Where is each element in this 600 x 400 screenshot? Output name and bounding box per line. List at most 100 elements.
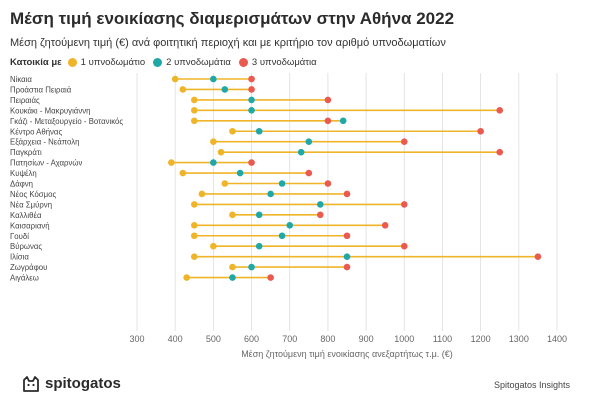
data-point-3 bbox=[267, 274, 274, 281]
data-point-3 bbox=[248, 75, 255, 83]
x-tick-label: 500 bbox=[206, 334, 221, 344]
data-point-2 bbox=[305, 138, 313, 145]
data-point-2 bbox=[255, 211, 263, 219]
data-point-2 bbox=[248, 96, 255, 104]
data-point-3 bbox=[305, 169, 313, 177]
data-point-3 bbox=[400, 242, 408, 250]
legend-item-1: 1 υπνοδωμάτιο bbox=[67, 57, 146, 68]
data-point-1 bbox=[190, 201, 198, 208]
data-point-3 bbox=[343, 263, 351, 271]
category-label: Ιλίσια bbox=[10, 253, 29, 262]
chart-title: Μέση τιμή ενοικίασης διαμερισμάτων στην … bbox=[10, 9, 455, 28]
data-point-3 bbox=[496, 107, 504, 114]
source-note: Spitogatos Insights bbox=[493, 380, 570, 390]
x-tick-label: 300 bbox=[129, 334, 144, 344]
data-point-1 bbox=[229, 263, 236, 271]
data-point-2 bbox=[316, 201, 324, 208]
data-point-2 bbox=[278, 180, 286, 187]
data-point-1 bbox=[221, 180, 229, 187]
legend-swatch-3 bbox=[238, 58, 248, 67]
category-label: Κυψέλη bbox=[10, 169, 37, 178]
x-axis-label: Μέση ζητούμενη τιμή ενοικίασης ανεξαρτήτ… bbox=[241, 349, 453, 359]
data-point-3 bbox=[248, 159, 255, 166]
data-point-2 bbox=[339, 117, 347, 125]
data-point-3 bbox=[343, 190, 351, 198]
x-tick-label: 700 bbox=[282, 334, 297, 344]
category-label: Πειραιάς bbox=[10, 96, 40, 105]
data-point-1 bbox=[190, 232, 198, 240]
category-label: Γκάζι - Μεταξουργείο - Βοτανικός bbox=[10, 117, 123, 126]
data-point-1 bbox=[179, 169, 187, 177]
data-point-1 bbox=[198, 190, 206, 198]
data-point-1 bbox=[190, 117, 198, 125]
data-point-3 bbox=[248, 86, 255, 93]
category-label: Βύρωνας bbox=[10, 242, 42, 251]
data-point-2 bbox=[248, 107, 255, 114]
data-point-3 bbox=[324, 117, 332, 125]
category-label: Παγκράτι bbox=[10, 148, 42, 157]
data-point-1 bbox=[190, 96, 198, 104]
category-label: Δάφνη bbox=[10, 180, 33, 189]
category-label: Κουκάκι - Μακρυγιάννη bbox=[10, 106, 90, 115]
category-label: Γουδί bbox=[10, 232, 29, 241]
data-point-2 bbox=[255, 127, 263, 135]
category-label: Νέος Κόσμος bbox=[10, 190, 56, 199]
category-label: Νέα Σμύρνη bbox=[10, 200, 52, 209]
data-point-1 bbox=[171, 75, 179, 83]
data-point-1 bbox=[183, 274, 190, 281]
category-label: Αιγάλεω bbox=[10, 274, 39, 283]
category-label: Καισαριανή bbox=[10, 221, 50, 230]
data-point-2 bbox=[236, 169, 244, 177]
x-tick-label: 1400 bbox=[547, 334, 567, 344]
legend: Κατοικία με 1 υπνοδωμάτιο 2 υπνοδωμάτια … bbox=[10, 57, 325, 68]
data-point-1 bbox=[210, 138, 217, 145]
data-point-3 bbox=[324, 96, 332, 104]
data-point-1 bbox=[229, 211, 236, 219]
data-point-1 bbox=[179, 86, 187, 93]
x-tick-label: 400 bbox=[168, 334, 183, 344]
category-label: Πατησίων - Αχαρνών bbox=[10, 159, 82, 168]
data-point-1 bbox=[190, 107, 198, 114]
x-tick-label: 1200 bbox=[471, 334, 491, 344]
legend-item-3: 3 υπνοδωμάτια bbox=[238, 57, 317, 68]
category-label: Καλλιθέα bbox=[10, 211, 42, 220]
legend-title: Κατοικία με bbox=[10, 57, 62, 68]
data-point-3 bbox=[477, 127, 484, 135]
x-tick-label: 1300 bbox=[509, 334, 529, 344]
category-label: Προάστια Πειραιά bbox=[10, 85, 72, 94]
chart-subtitle: Μέση ζητούμενη τιμή (€) ανά φοιτητική πε… bbox=[10, 37, 446, 49]
legend-label-2: 2 υπνοδωμάτια bbox=[166, 57, 231, 68]
legend-swatch-1 bbox=[67, 58, 77, 67]
category-label: Ζωγράφου bbox=[10, 263, 47, 272]
data-point-2 bbox=[343, 253, 351, 260]
data-point-1 bbox=[217, 148, 225, 156]
x-tick-label: 900 bbox=[359, 334, 374, 344]
category-label: Νίκαια bbox=[10, 75, 32, 84]
data-point-2 bbox=[297, 148, 305, 156]
data-point-3 bbox=[496, 148, 504, 156]
legend-item-2: 2 υπνοδωμάτια bbox=[153, 57, 231, 68]
x-tick-label: 800 bbox=[320, 334, 335, 344]
cat-icon bbox=[23, 375, 39, 392]
data-point-2 bbox=[278, 232, 286, 240]
x-tick-label: 1000 bbox=[394, 334, 414, 344]
legend-label-1: 1 υπνοδωμάτιο bbox=[80, 57, 146, 68]
data-point-2 bbox=[248, 263, 255, 271]
data-point-3 bbox=[400, 138, 408, 145]
brand-logo: spitogatos bbox=[22, 375, 121, 392]
data-point-3 bbox=[400, 201, 408, 208]
data-point-2 bbox=[286, 222, 294, 229]
data-point-1 bbox=[210, 242, 217, 250]
legend-swatch-2 bbox=[153, 58, 163, 67]
data-point-3 bbox=[324, 180, 332, 187]
legend-label-3: 3 υπνοδωμάτια bbox=[251, 57, 317, 68]
brand-logo-text: spitogatos bbox=[45, 375, 121, 392]
data-point-2 bbox=[267, 190, 274, 198]
category-label: Εξάρχεια - Νεάπολη bbox=[10, 138, 79, 147]
data-point-2 bbox=[229, 274, 236, 281]
data-point-3 bbox=[534, 253, 542, 260]
data-point-3 bbox=[343, 232, 351, 240]
data-point-3 bbox=[381, 222, 389, 229]
category-label: Κέντρο Αθήνας bbox=[10, 127, 62, 136]
